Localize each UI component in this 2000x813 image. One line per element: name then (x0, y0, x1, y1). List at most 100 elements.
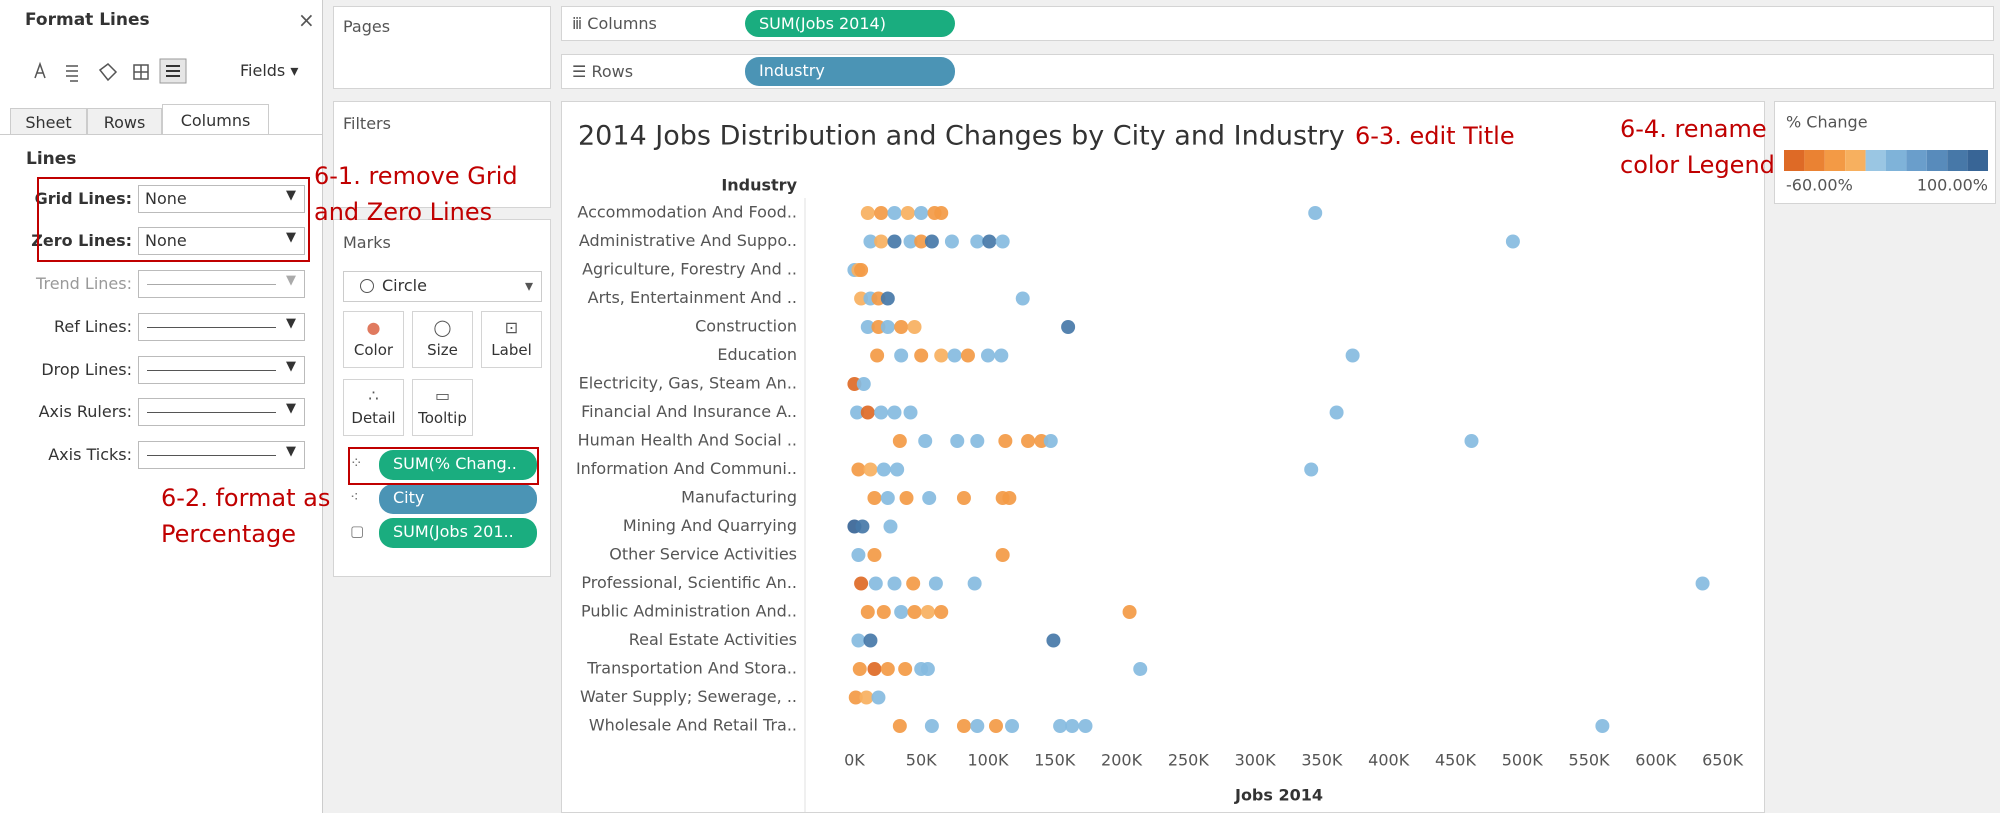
shelf-title: Pages (343, 17, 391, 36)
pill[interactable]: City (379, 484, 537, 514)
pill[interactable]: SUM(Jobs 201.. (379, 518, 537, 548)
dot (903, 405, 918, 420)
mark-button-icon: ◯ (433, 318, 452, 337)
x-tick-label: 350K (1301, 751, 1343, 770)
setting-label: Ref Lines: (53, 317, 132, 336)
tab-active[interactable]: Columns (162, 104, 269, 135)
pill[interactable]: SUM(Jobs 2014) (745, 10, 955, 37)
annotation-line: 6-2. format as (161, 484, 331, 512)
x-tick-label: 400K (1368, 751, 1410, 770)
dot (867, 548, 882, 562)
dropdown-arrow: ▼ (286, 273, 296, 288)
dot (863, 633, 878, 648)
y-tick-label: Electricity, Gas, Steam An.. (579, 374, 797, 393)
fields-dropdown[interactable]: Fields ▾ (240, 61, 299, 80)
mark-button[interactable]: ● Color (343, 311, 404, 368)
annotation: 6-1. remove Grid and Zero Lines (314, 158, 518, 230)
dot (947, 348, 962, 363)
setting-control[interactable]: ▼ (138, 313, 305, 341)
setting-control[interactable]: ▼ (138, 270, 305, 298)
dot (887, 576, 902, 591)
annotation: 6-4. rename color Legend (1620, 111, 1775, 183)
legend-swatch (1804, 150, 1825, 171)
dot (855, 519, 870, 534)
dot (934, 206, 949, 220)
dot (960, 348, 975, 363)
legend-max: 100.00% (1917, 176, 1988, 195)
setting-label: Axis Rulers: (38, 402, 132, 421)
dot (914, 234, 929, 249)
line-sample (147, 370, 276, 371)
annotation-line: color Legend (1620, 151, 1775, 179)
legend-swatch (1886, 150, 1907, 171)
setting-control[interactable]: None ▼ (138, 227, 305, 255)
mark-button[interactable]: ◯ Size (412, 311, 473, 368)
dot (956, 719, 971, 733)
y-tick-label: Financial And Insurance A.. (581, 402, 797, 421)
dot (892, 719, 907, 733)
setting-control[interactable]: None ▼ (138, 185, 305, 213)
dot (1043, 434, 1058, 448)
legend-title: % Change (1786, 113, 1868, 132)
line-sample (147, 412, 276, 413)
dot (1015, 291, 1030, 306)
x-tick-label: 550K (1569, 751, 1611, 770)
setting-control[interactable]: ▼ (138, 398, 305, 426)
x-tick-label: 650K (1702, 751, 1744, 770)
setting-control[interactable]: ▼ (138, 356, 305, 384)
dot (907, 605, 922, 619)
dot (914, 348, 929, 363)
dot (1695, 576, 1710, 591)
dot (860, 320, 875, 334)
close-button[interactable]: × (298, 8, 315, 32)
dot (920, 662, 935, 676)
dot (1053, 719, 1068, 733)
chart-panel: 2014 Jobs Distribution and Changes by Ci… (561, 101, 1765, 813)
mark-button[interactable]: ▭ Tooltip (412, 379, 473, 436)
dot (874, 234, 889, 249)
pill[interactable]: Industry (745, 57, 955, 86)
highlight-box (348, 447, 539, 485)
pill[interactable]: SUM(% Chang.. (379, 450, 537, 480)
filters-shelf: Filters (333, 101, 551, 208)
chart: 2014 Jobs Distribution and Changes by Ci… (576, 121, 1744, 812)
annotation-line: 6-1. remove Grid (314, 162, 518, 190)
dot (914, 206, 929, 220)
tab[interactable]: Rows (87, 108, 162, 135)
dot (851, 548, 866, 562)
dot (928, 576, 943, 591)
dot (967, 576, 982, 591)
dot (982, 234, 997, 249)
dot (867, 662, 882, 676)
dot (870, 348, 885, 363)
dot (950, 434, 965, 448)
y-tick-label: Wholesale And Retail Tra.. (589, 716, 797, 735)
dot (883, 519, 898, 534)
dot (871, 690, 886, 705)
mark-button-icon: ▭ (434, 386, 451, 405)
setting-label: Zero Lines: (31, 231, 132, 250)
marks-title: Marks (343, 233, 391, 252)
dot (894, 605, 909, 619)
setting-label: Axis Ticks: (48, 445, 132, 464)
dot (880, 662, 895, 676)
mark-button[interactable]: ⊡ Label (481, 311, 542, 368)
setting-label: Drop Lines: (41, 360, 132, 379)
mark-type-dropdown[interactable]: Circle ▾ (343, 271, 542, 302)
shelf-label-text: Columns (587, 14, 657, 33)
pill-icon: ⁖ (350, 488, 359, 506)
line-sample (147, 284, 276, 285)
annotation-line: 6-4. rename (1620, 115, 1767, 143)
x-tick-label: 250K (1168, 751, 1210, 770)
legend-panel: % Change -60.00% 100.00% (1774, 101, 1996, 204)
legend-swatch (1845, 150, 1866, 171)
dot (980, 348, 995, 363)
dropdown-arrow: ▼ (286, 188, 296, 203)
setting-control[interactable]: ▼ (138, 441, 305, 469)
tab[interactable]: Sheet (10, 108, 87, 135)
mark-button[interactable]: ∴ Detail (343, 379, 404, 436)
dot (1304, 462, 1319, 477)
dropdown-arrow: ▼ (286, 230, 296, 245)
annotation-line: and Zero Lines (314, 198, 493, 226)
setting-label: Trend Lines: (36, 274, 132, 293)
